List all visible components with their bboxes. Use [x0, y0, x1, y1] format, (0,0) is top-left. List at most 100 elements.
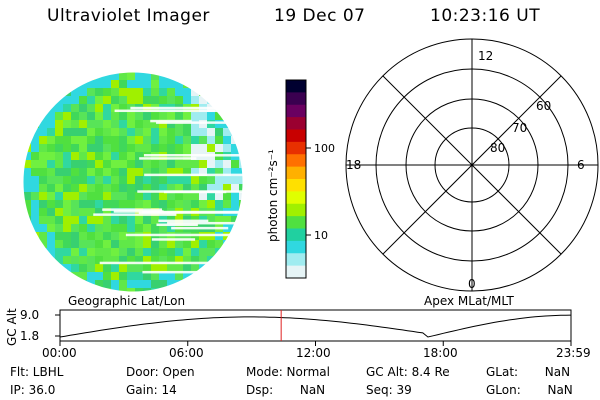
image-pixel	[159, 88, 167, 96]
image-pixel	[215, 128, 223, 136]
image-pixel	[79, 200, 87, 208]
image-pixel	[143, 216, 151, 224]
image-pixel	[207, 200, 215, 208]
image-pixel	[71, 256, 79, 264]
image-pixel	[167, 120, 175, 128]
image-pixel	[55, 160, 63, 168]
image-pixel	[103, 240, 111, 248]
image-pixel	[175, 136, 183, 144]
image-pixel	[175, 120, 183, 128]
image-pixel	[151, 144, 159, 152]
image-pixel	[183, 240, 191, 248]
image-pixel	[207, 168, 215, 176]
image-streak	[150, 119, 192, 123]
image-pixel	[71, 192, 79, 200]
image-streak	[125, 233, 238, 237]
image-pixel	[199, 96, 207, 104]
image-pixel	[175, 128, 183, 136]
image-pixel	[31, 288, 39, 292]
image-pixel	[31, 192, 39, 200]
image-pixel	[159, 256, 167, 264]
image-pixel	[183, 96, 191, 104]
image-pixel	[159, 168, 167, 176]
image-pixel	[143, 168, 151, 176]
colorbar-band	[286, 129, 306, 143]
image-pixel	[47, 272, 55, 280]
image-pixel	[55, 120, 63, 128]
image-pixel	[63, 136, 71, 144]
image-pixel	[63, 72, 71, 80]
image-pixel	[95, 192, 103, 200]
image-pixel	[231, 88, 239, 96]
image-pixel	[175, 96, 183, 104]
image-pixel	[135, 184, 143, 192]
colorbar-band	[286, 117, 306, 130]
image-pixel	[47, 136, 55, 144]
image-pixel	[71, 200, 79, 208]
image-pixel	[231, 240, 239, 248]
image-pixel	[239, 96, 243, 104]
image-pixel	[63, 200, 71, 208]
image-pixel	[143, 200, 151, 208]
image-pixel	[207, 216, 215, 224]
image-pixel	[223, 200, 231, 208]
image-pixel	[71, 120, 79, 128]
image-pixel	[47, 208, 55, 216]
image-pixel	[199, 128, 207, 136]
image-pixel	[71, 144, 79, 152]
image-pixel	[167, 88, 175, 96]
image-pixel	[39, 144, 47, 152]
image-pixel	[71, 208, 79, 216]
image-pixel	[167, 144, 175, 152]
image-pixel	[135, 280, 143, 288]
image-pixel	[71, 224, 79, 232]
image-pixel	[215, 184, 223, 192]
image-pixel	[239, 216, 243, 224]
image-pixel	[95, 232, 103, 240]
disk-edge	[22, 71, 244, 293]
image-pixel	[143, 88, 151, 96]
image-streak	[130, 106, 241, 110]
image-pixel	[239, 80, 243, 88]
image-pixel	[79, 192, 87, 200]
image-pixel	[31, 248, 39, 256]
image-pixel	[95, 160, 103, 168]
image-pixel	[239, 208, 243, 216]
image-pixel	[79, 152, 87, 160]
image-pixel	[23, 200, 31, 208]
image-pixel	[23, 88, 31, 96]
image-pixel	[87, 232, 95, 240]
image-streak	[137, 190, 243, 193]
image-pixel	[215, 80, 223, 88]
image-pixel	[231, 160, 239, 168]
image-pixel	[191, 128, 199, 136]
image-pixel	[23, 224, 31, 232]
image-pixel	[71, 240, 79, 248]
image-pixel	[63, 120, 71, 128]
image-pixel	[231, 280, 239, 288]
image-pixel	[119, 104, 127, 112]
image-pixel	[175, 184, 183, 192]
image-pixel	[127, 128, 135, 136]
image-pixel	[23, 176, 31, 184]
image-pixel	[95, 248, 103, 256]
image-pixel	[167, 256, 175, 264]
image-pixel	[231, 120, 239, 128]
image-pixel	[127, 272, 135, 280]
image-pixel	[63, 248, 71, 256]
image-pixel	[183, 264, 191, 272]
xtick-label-2359: 23:59	[556, 346, 591, 360]
image-pixel	[103, 112, 111, 120]
image-pixel	[231, 200, 239, 208]
colorbar-band	[286, 92, 306, 106]
image-pixel	[239, 112, 243, 120]
image-pixel	[215, 72, 223, 80]
image-pixel	[183, 136, 191, 144]
image-pixel	[119, 240, 127, 248]
image-pixel	[119, 88, 127, 96]
image-pixel	[223, 184, 231, 192]
image-pixel	[111, 216, 119, 224]
image-pixel	[151, 112, 159, 120]
image-pixel	[79, 168, 87, 176]
image-pixel	[175, 264, 183, 272]
